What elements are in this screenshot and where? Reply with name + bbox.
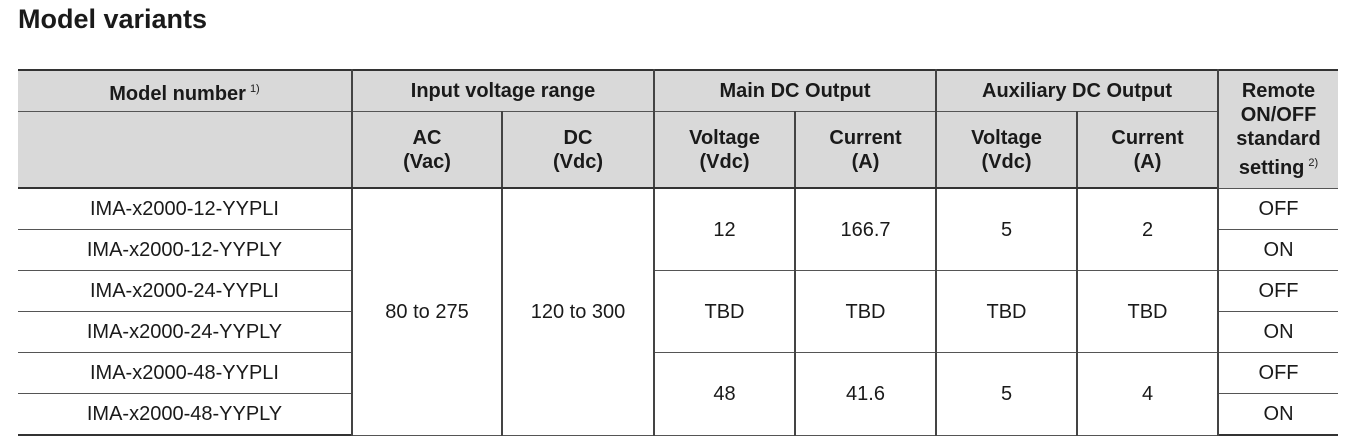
subheader-cell: Current (A) xyxy=(794,111,937,189)
remote-cell: ON xyxy=(1217,229,1339,271)
main-voltage-cell: 12 xyxy=(653,187,796,271)
footnote-ref: 1) xyxy=(249,82,260,95)
subheader-text: (A) xyxy=(851,150,880,173)
model-cell: IMA-x2000-12-YYPLY xyxy=(18,229,353,271)
page-title: Model variants xyxy=(18,4,208,34)
header-cell: Auxiliary DC Output xyxy=(934,69,1220,112)
remote-cell: OFF xyxy=(1217,352,1339,394)
model-cell: IMA-x2000-48-YYPLY xyxy=(18,393,353,436)
header-cell: Main DC Output xyxy=(653,69,937,112)
subheader-cell: Voltage (Vdc) xyxy=(653,111,796,189)
table-row: IMA-x2000-24-YYPLI TBD TBD TBD TBD OFF xyxy=(18,270,1339,353)
remote-cell: OFF xyxy=(1217,270,1339,312)
footnote-ref: 2) xyxy=(1308,156,1319,169)
subheader-text: (Vac) xyxy=(403,150,451,173)
subheader-text: Current xyxy=(1111,126,1184,149)
subheader-cell: Current (A) xyxy=(1075,111,1220,189)
subheader-row: AC (Vac) DC (Vdc) Voltage (Vdc) Current (A) Volt… xyxy=(18,111,1338,189)
subheader-text: (Vdc) xyxy=(699,150,750,173)
main-current-cell: 166.7 xyxy=(794,187,937,271)
subheader-text: (Vdc) xyxy=(981,150,1032,173)
aux-voltage-cell: TBD xyxy=(935,270,1078,353)
remote-cell: ON xyxy=(1217,311,1339,353)
table-row: IMA-x2000-12-YYPLI 80 to 275 120 to 300 12 1… xyxy=(18,187,1339,436)
model-cell: IMA-x2000-24-YYPLY xyxy=(18,311,353,353)
subheader-text: Current xyxy=(829,126,902,149)
header-row: Model number 1) Input voltage range Main … xyxy=(18,69,1339,189)
subheader-text: AC xyxy=(412,126,442,149)
subheader-text: (Vdc) xyxy=(553,150,603,173)
main-current-cell: TBD xyxy=(794,270,937,353)
header-cell: Input voltage range xyxy=(351,69,655,112)
subheader-text: DC xyxy=(563,126,593,149)
remote-cell: OFF xyxy=(1217,187,1339,230)
model-cell: IMA-x2000-48-YYPLI xyxy=(18,352,353,394)
subheader-text: Voltage xyxy=(971,126,1042,149)
main-voltage-cell: 48 xyxy=(653,352,796,436)
table-row: IMA-x2000-24-YYPLY ON xyxy=(18,311,1339,353)
remote-cell: ON xyxy=(1217,393,1339,436)
table-row: IMA-x2000-12-YYPLY ON xyxy=(18,229,1339,271)
header-cell: Remote ON/OFF standard setting 2) xyxy=(1217,69,1339,189)
input-dc-cell: 120 to 300 xyxy=(501,187,655,436)
aux-current-cell: TBD xyxy=(1075,270,1220,353)
subheader-cell: DC (Vdc) xyxy=(501,111,655,189)
aux-voltage-cell: 5 xyxy=(935,187,1078,271)
subheader-cell: AC (Vac) xyxy=(351,111,503,189)
header-text: Remote ON/OFF standard setting xyxy=(1236,79,1321,179)
variants-table: Model number 1) Input voltage range Main … xyxy=(18,69,1339,436)
table-row: IMA-x2000-48-YYPLY ON xyxy=(18,393,1339,436)
main-voltage-cell: TBD xyxy=(653,270,796,353)
subheader-cell: Voltage (Vdc) xyxy=(935,111,1078,189)
input-ac-cell: 80 to 275 xyxy=(351,187,503,436)
table-row: IMA-x2000-48-YYPLI 48 41.6 5 4 OFF xyxy=(18,352,1339,436)
subheader-text: Voltage xyxy=(689,126,760,149)
header-cell: Model number 1) xyxy=(18,69,353,112)
header-cell xyxy=(18,111,353,189)
subheader-text: (A) xyxy=(1133,150,1162,173)
model-cell: IMA-x2000-12-YYPLI xyxy=(18,187,353,230)
aux-current-cell: 2 xyxy=(1075,187,1220,271)
model-cell: IMA-x2000-24-YYPLI xyxy=(18,270,353,312)
aux-current-cell: 4 xyxy=(1075,352,1220,436)
aux-voltage-cell: 5 xyxy=(935,352,1078,436)
main-current-cell: 41.6 xyxy=(794,352,937,436)
header-text: Model number xyxy=(109,82,246,105)
